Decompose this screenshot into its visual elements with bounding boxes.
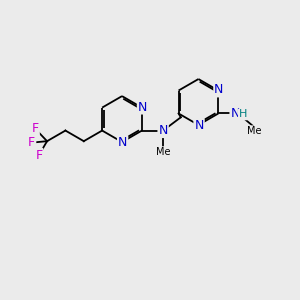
- Text: Me: Me: [156, 147, 170, 157]
- Text: N: N: [158, 124, 168, 137]
- Text: H: H: [239, 110, 247, 119]
- Text: F: F: [28, 136, 35, 149]
- Text: N: N: [138, 100, 147, 113]
- Text: F: F: [35, 149, 42, 162]
- Text: N: N: [194, 119, 204, 132]
- Text: F: F: [32, 122, 39, 135]
- Text: Me: Me: [247, 126, 262, 136]
- Text: N: N: [214, 83, 224, 96]
- Text: N: N: [118, 136, 127, 149]
- Text: N: N: [230, 107, 240, 120]
